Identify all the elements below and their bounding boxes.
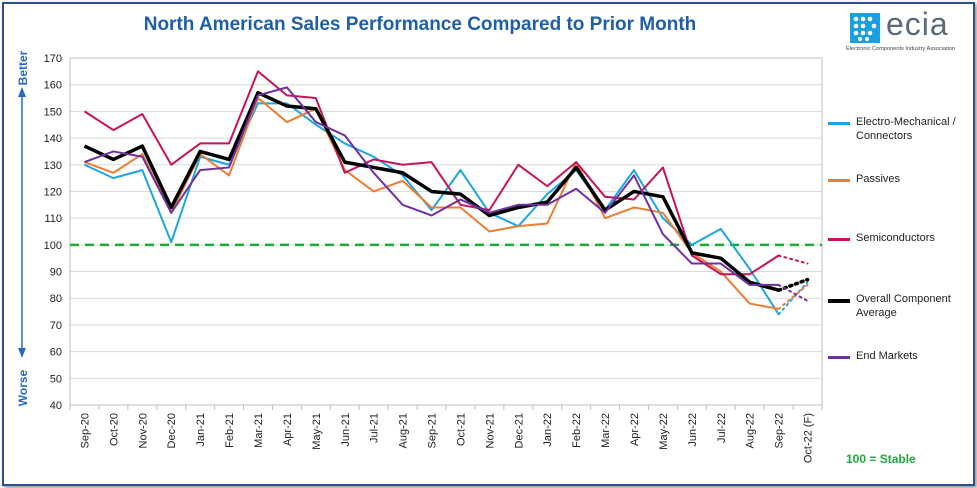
logo-wordmark: ecia	[886, 6, 949, 42]
x-tick-label: Jan-21	[195, 413, 207, 447]
x-tick-label: Nov-20	[137, 413, 149, 448]
series-line-end-markets	[84, 86, 779, 286]
x-tick-label: Apr-21	[282, 413, 294, 446]
y-tick-label: 150	[44, 106, 62, 118]
x-tick-label: Apr-22	[629, 413, 641, 446]
y-tick-label: 120	[44, 186, 62, 198]
series-line-electro-mechanical-connectors	[84, 102, 780, 315]
series-forecast-semiconductors	[777, 254, 809, 265]
legend-swatch	[828, 179, 850, 182]
y-tick-label: 70	[50, 320, 62, 332]
logo-subtitle: Electronic Components Industry Associati…	[846, 46, 956, 52]
y-tick-label: 130	[44, 160, 62, 172]
x-tick-label: Dec-20	[166, 413, 178, 448]
x-tick-label: Jun-22	[687, 413, 699, 447]
legend-item: Overall Component Average	[828, 292, 974, 320]
legend-swatch	[828, 122, 850, 125]
y-tick-label: 170	[44, 53, 62, 65]
y-tick-label: 90	[50, 267, 62, 279]
x-tick-label: Feb-21	[224, 413, 236, 448]
x-tick-label: Sep-20	[79, 413, 91, 448]
y-tick-label: 50	[50, 373, 62, 385]
legend-swatch	[828, 356, 850, 359]
x-tick-label: Oct-22 (F)	[803, 413, 815, 463]
legend-swatch	[828, 238, 850, 241]
x-tick-label: Aug-21	[398, 413, 410, 448]
ecia-logo-icon	[850, 13, 880, 43]
x-tick-label: May-21	[311, 413, 323, 450]
legend-item: Electro-Mechanical / Connectors	[828, 115, 974, 143]
legend-label: Passives	[856, 173, 901, 185]
series-forecast-end-markets	[777, 283, 809, 302]
y-tick-label: 160	[44, 80, 62, 92]
legend-label: End Markets	[856, 350, 918, 362]
x-tick-label: Jul-22	[716, 413, 728, 443]
x-tick-label: Feb-22	[571, 413, 583, 448]
arrow-up-icon	[18, 87, 26, 97]
x-tick-label: Oct-20	[108, 413, 120, 446]
x-tick-label: Dec-21	[513, 413, 525, 448]
chart-title: North American Sales Performance Compare…	[143, 14, 697, 35]
x-tick-label: Sep-22	[774, 413, 786, 448]
y-label-worse: Worse	[16, 369, 30, 406]
y-tick-label: 110	[44, 213, 62, 225]
x-tick-label: Nov-21	[484, 413, 496, 448]
y-tick-label: 60	[50, 347, 62, 359]
y-tick-label: 100	[44, 240, 62, 252]
legend-item: Passives	[828, 172, 974, 186]
x-tick-label: Oct-21	[455, 413, 467, 446]
x-tick-label: Aug-22	[745, 413, 757, 448]
legend-label: Semiconductors	[856, 232, 935, 244]
x-tick-label: Sep-21	[427, 413, 439, 448]
y-tick-label: 40	[50, 400, 62, 412]
x-tick-label: Mar-22	[600, 413, 612, 448]
y-tick-label: 140	[44, 133, 62, 145]
series-forecast-passives	[777, 283, 809, 310]
series-forecast-electro-mechanical-connectors	[777, 281, 809, 316]
legend-item: Semiconductors	[828, 231, 974, 245]
x-tick-label: Jan-22	[542, 413, 554, 447]
ecia-logo: ecia Electronic Components Industry Asso…	[846, 6, 968, 60]
series-line-overall-component-average	[83, 90, 780, 292]
x-tick-label: Jul-21	[369, 413, 381, 443]
legend-item: End Markets	[828, 349, 974, 363]
x-tick-label: May-22	[658, 413, 670, 450]
arrow-down-icon	[18, 348, 26, 358]
legend-label: Electro-Mechanical / Connectors	[856, 116, 956, 142]
legend-swatch	[828, 299, 850, 303]
x-tick-label: Mar-21	[253, 413, 265, 448]
legend-label: Overall Component Average	[856, 293, 951, 319]
x-tick-label: Jun-21	[340, 413, 352, 447]
y-label-better: Better	[16, 50, 30, 85]
y-tick-label: 80	[50, 293, 62, 305]
series-line-semiconductors	[83, 70, 780, 276]
chart-legend: Electro-Mechanical / Connectors Passives S…	[828, 0, 976, 488]
stable-note: 100 = Stable	[846, 452, 916, 466]
plot-area	[69, 57, 823, 406]
